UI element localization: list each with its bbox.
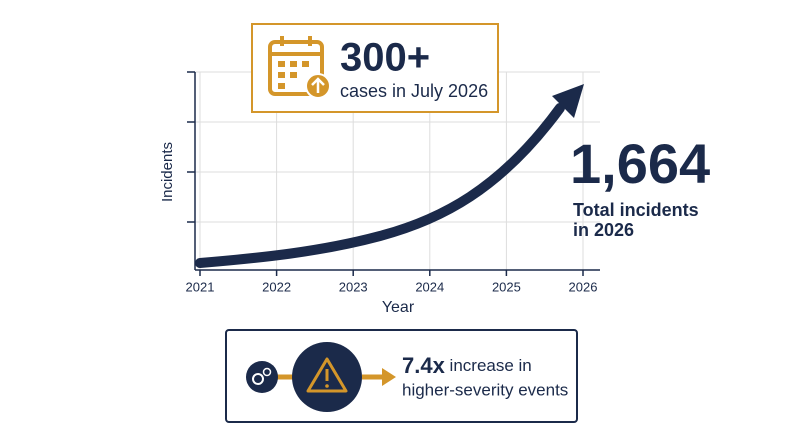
y-axis-label: Incidents [159, 142, 176, 202]
x-tick-label: 2022 [262, 279, 291, 294]
y-axis [187, 71, 600, 271]
total-label: Total incidents [573, 200, 699, 220]
x-tick-label: 2021 [186, 279, 215, 294]
calendar-icon [268, 36, 331, 99]
curve-arrowhead [552, 84, 584, 118]
growth-curve [195, 103, 565, 268]
severity-line1: 7.4x increase in [402, 353, 532, 378]
arrow-head [382, 368, 396, 386]
severity-value: 7.4x [402, 353, 446, 378]
total-value: 1,664 [570, 132, 710, 195]
gear [252, 373, 264, 385]
callout-headline: 300+ [340, 36, 430, 80]
severity-line2: higher-severity events [402, 380, 568, 399]
x-tick-label: 2026 [569, 279, 598, 294]
x-tick-label: 2023 [339, 279, 368, 294]
x-axis-label: Year [382, 299, 415, 316]
warning-triangle [306, 357, 348, 393]
severity-text: increase in [445, 356, 532, 375]
total-label: in 2026 [573, 220, 634, 240]
callout-box [251, 23, 499, 113]
callout-text: cases in July 2026 [340, 81, 488, 101]
gear [262, 367, 272, 377]
warning-dot [325, 384, 329, 388]
x-tick-label: 2024 [415, 279, 444, 294]
x-tick-label: 2025 [492, 279, 521, 294]
